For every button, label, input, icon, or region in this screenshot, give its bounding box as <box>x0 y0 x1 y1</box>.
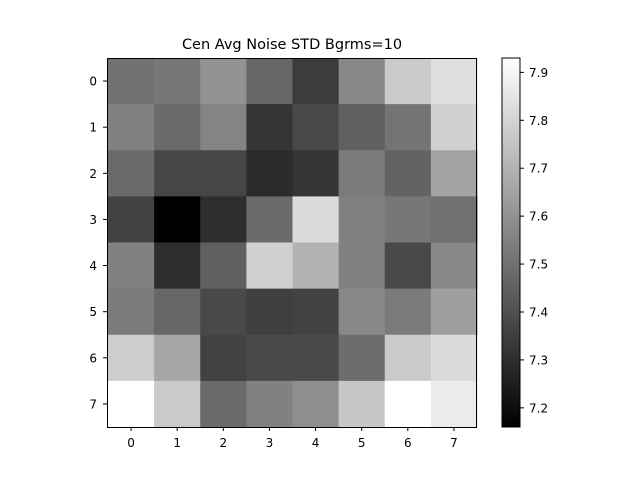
chart-title: Cen Avg Noise STD Bgrms=10 <box>182 37 402 53</box>
heatmap-cell <box>384 242 432 290</box>
heatmap-cell <box>292 242 340 290</box>
colorbar-tick-label: 7.6 <box>529 210 548 224</box>
heatmap-cells <box>108 58 478 428</box>
heatmap-cell <box>384 334 432 382</box>
y-tick-label: 1 <box>89 121 97 135</box>
heatmap-cell <box>154 58 201 105</box>
heatmap-cell <box>108 380 155 428</box>
heatmap-cell <box>338 196 386 244</box>
heatmap-cell <box>200 196 247 244</box>
heatmap-cell <box>200 334 247 382</box>
heatmap-cell <box>292 288 340 336</box>
heatmap-cell <box>338 58 386 105</box>
heatmap-cell <box>154 242 201 290</box>
colorbar-tick-label: 7.7 <box>529 162 548 176</box>
heatmap-cell <box>246 150 294 197</box>
y-tick-label: 2 <box>89 167 97 181</box>
x-tick-label: 5 <box>358 436 366 450</box>
heatmap-cell <box>430 288 478 336</box>
heatmap-cell <box>246 334 294 382</box>
heatmap-cell <box>200 242 247 290</box>
heatmap-cell <box>246 104 294 151</box>
heatmap-cell <box>338 150 386 197</box>
heatmap-cell <box>154 380 201 428</box>
y-tick-label: 5 <box>89 305 97 319</box>
heatmap-cell <box>246 288 294 336</box>
heatmap-cell <box>338 242 386 290</box>
x-tick-label: 7 <box>450 436 458 450</box>
heatmap-cell <box>246 380 294 428</box>
heatmap-cell <box>246 242 294 290</box>
heatmap-cell <box>384 380 432 428</box>
colorbar-tick-label: 7.5 <box>529 258 548 272</box>
heatmap-cell <box>200 150 247 197</box>
heatmap-cell <box>200 58 247 105</box>
x-axis-ticks: 0 1 2 3 4 5 6 7 <box>127 427 458 450</box>
colorbar-tick-label: 7.3 <box>529 353 548 367</box>
heatmap-cell <box>246 196 294 244</box>
heatmap-cell <box>292 58 340 105</box>
colorbar-tick-label: 7.9 <box>529 66 548 80</box>
heatmap-cell <box>430 150 478 197</box>
heatmap-cell <box>108 150 155 197</box>
heatmap-cell <box>338 334 386 382</box>
heatmap-cell <box>108 288 155 336</box>
colorbar-tick-label: 7.4 <box>529 305 548 319</box>
heatmap-cell <box>384 196 432 244</box>
heatmap-cell <box>292 380 340 428</box>
colorbar-tick-label: 7.8 <box>529 114 548 128</box>
y-tick-label: 6 <box>89 351 97 365</box>
heatmap-cell <box>384 58 432 105</box>
heatmap-cell <box>108 196 155 244</box>
heatmap-cell <box>430 104 478 151</box>
heatmap-cell <box>154 196 201 244</box>
heatmap-cell <box>384 150 432 197</box>
plot-frame <box>107 58 477 428</box>
x-tick-label: 4 <box>312 436 320 450</box>
heatmap-cell <box>338 104 386 151</box>
heatmap-cell <box>430 380 478 428</box>
heatmap-cell <box>200 288 247 336</box>
heatmap-cell <box>200 104 247 151</box>
heatmap-cell <box>338 380 386 428</box>
heatmap-cell <box>108 334 155 382</box>
colorbar <box>501 57 521 428</box>
heatmap-cell <box>292 196 340 244</box>
heatmap-cell <box>108 242 155 290</box>
x-tick-label: 2 <box>219 436 227 450</box>
heatmap-cell <box>430 242 478 290</box>
x-tick-label: 1 <box>173 436 181 450</box>
x-tick-label: 3 <box>266 436 274 450</box>
heatmap-cell <box>292 334 340 382</box>
heatmap-cell <box>154 150 201 197</box>
heatmap-cell <box>292 150 340 197</box>
heatmap-cell <box>246 58 294 105</box>
heatmap-cell <box>384 104 432 151</box>
heatmap-cell <box>154 104 201 151</box>
colorbar-ticks: 7.2 7.3 7.4 7.5 7.6 7.7 7.8 7.9 <box>520 66 548 415</box>
heatmap-cell <box>154 334 201 382</box>
heatmap-cell <box>430 58 478 105</box>
heatmap-cell <box>292 104 340 151</box>
heatmap-cell <box>108 58 155 105</box>
heatmap-cell <box>108 104 155 151</box>
y-tick-label: 4 <box>89 259 97 273</box>
x-tick-label: 0 <box>127 436 135 450</box>
heatmap-cell <box>384 288 432 336</box>
x-tick-label: 6 <box>404 436 412 450</box>
heatmap-cell <box>200 380 247 428</box>
heatmap-cell <box>154 288 201 336</box>
heatmap-cell <box>430 334 478 382</box>
colorbar-tick-label: 7.2 <box>529 401 548 415</box>
y-tick-label: 3 <box>89 213 97 227</box>
y-tick-label: 7 <box>89 397 97 411</box>
y-axis-ticks: 0 1 2 3 4 5 6 7 <box>89 75 108 411</box>
heatmap-cell <box>430 196 478 244</box>
y-tick-label: 0 <box>89 75 97 89</box>
heatmap-cell <box>338 288 386 336</box>
